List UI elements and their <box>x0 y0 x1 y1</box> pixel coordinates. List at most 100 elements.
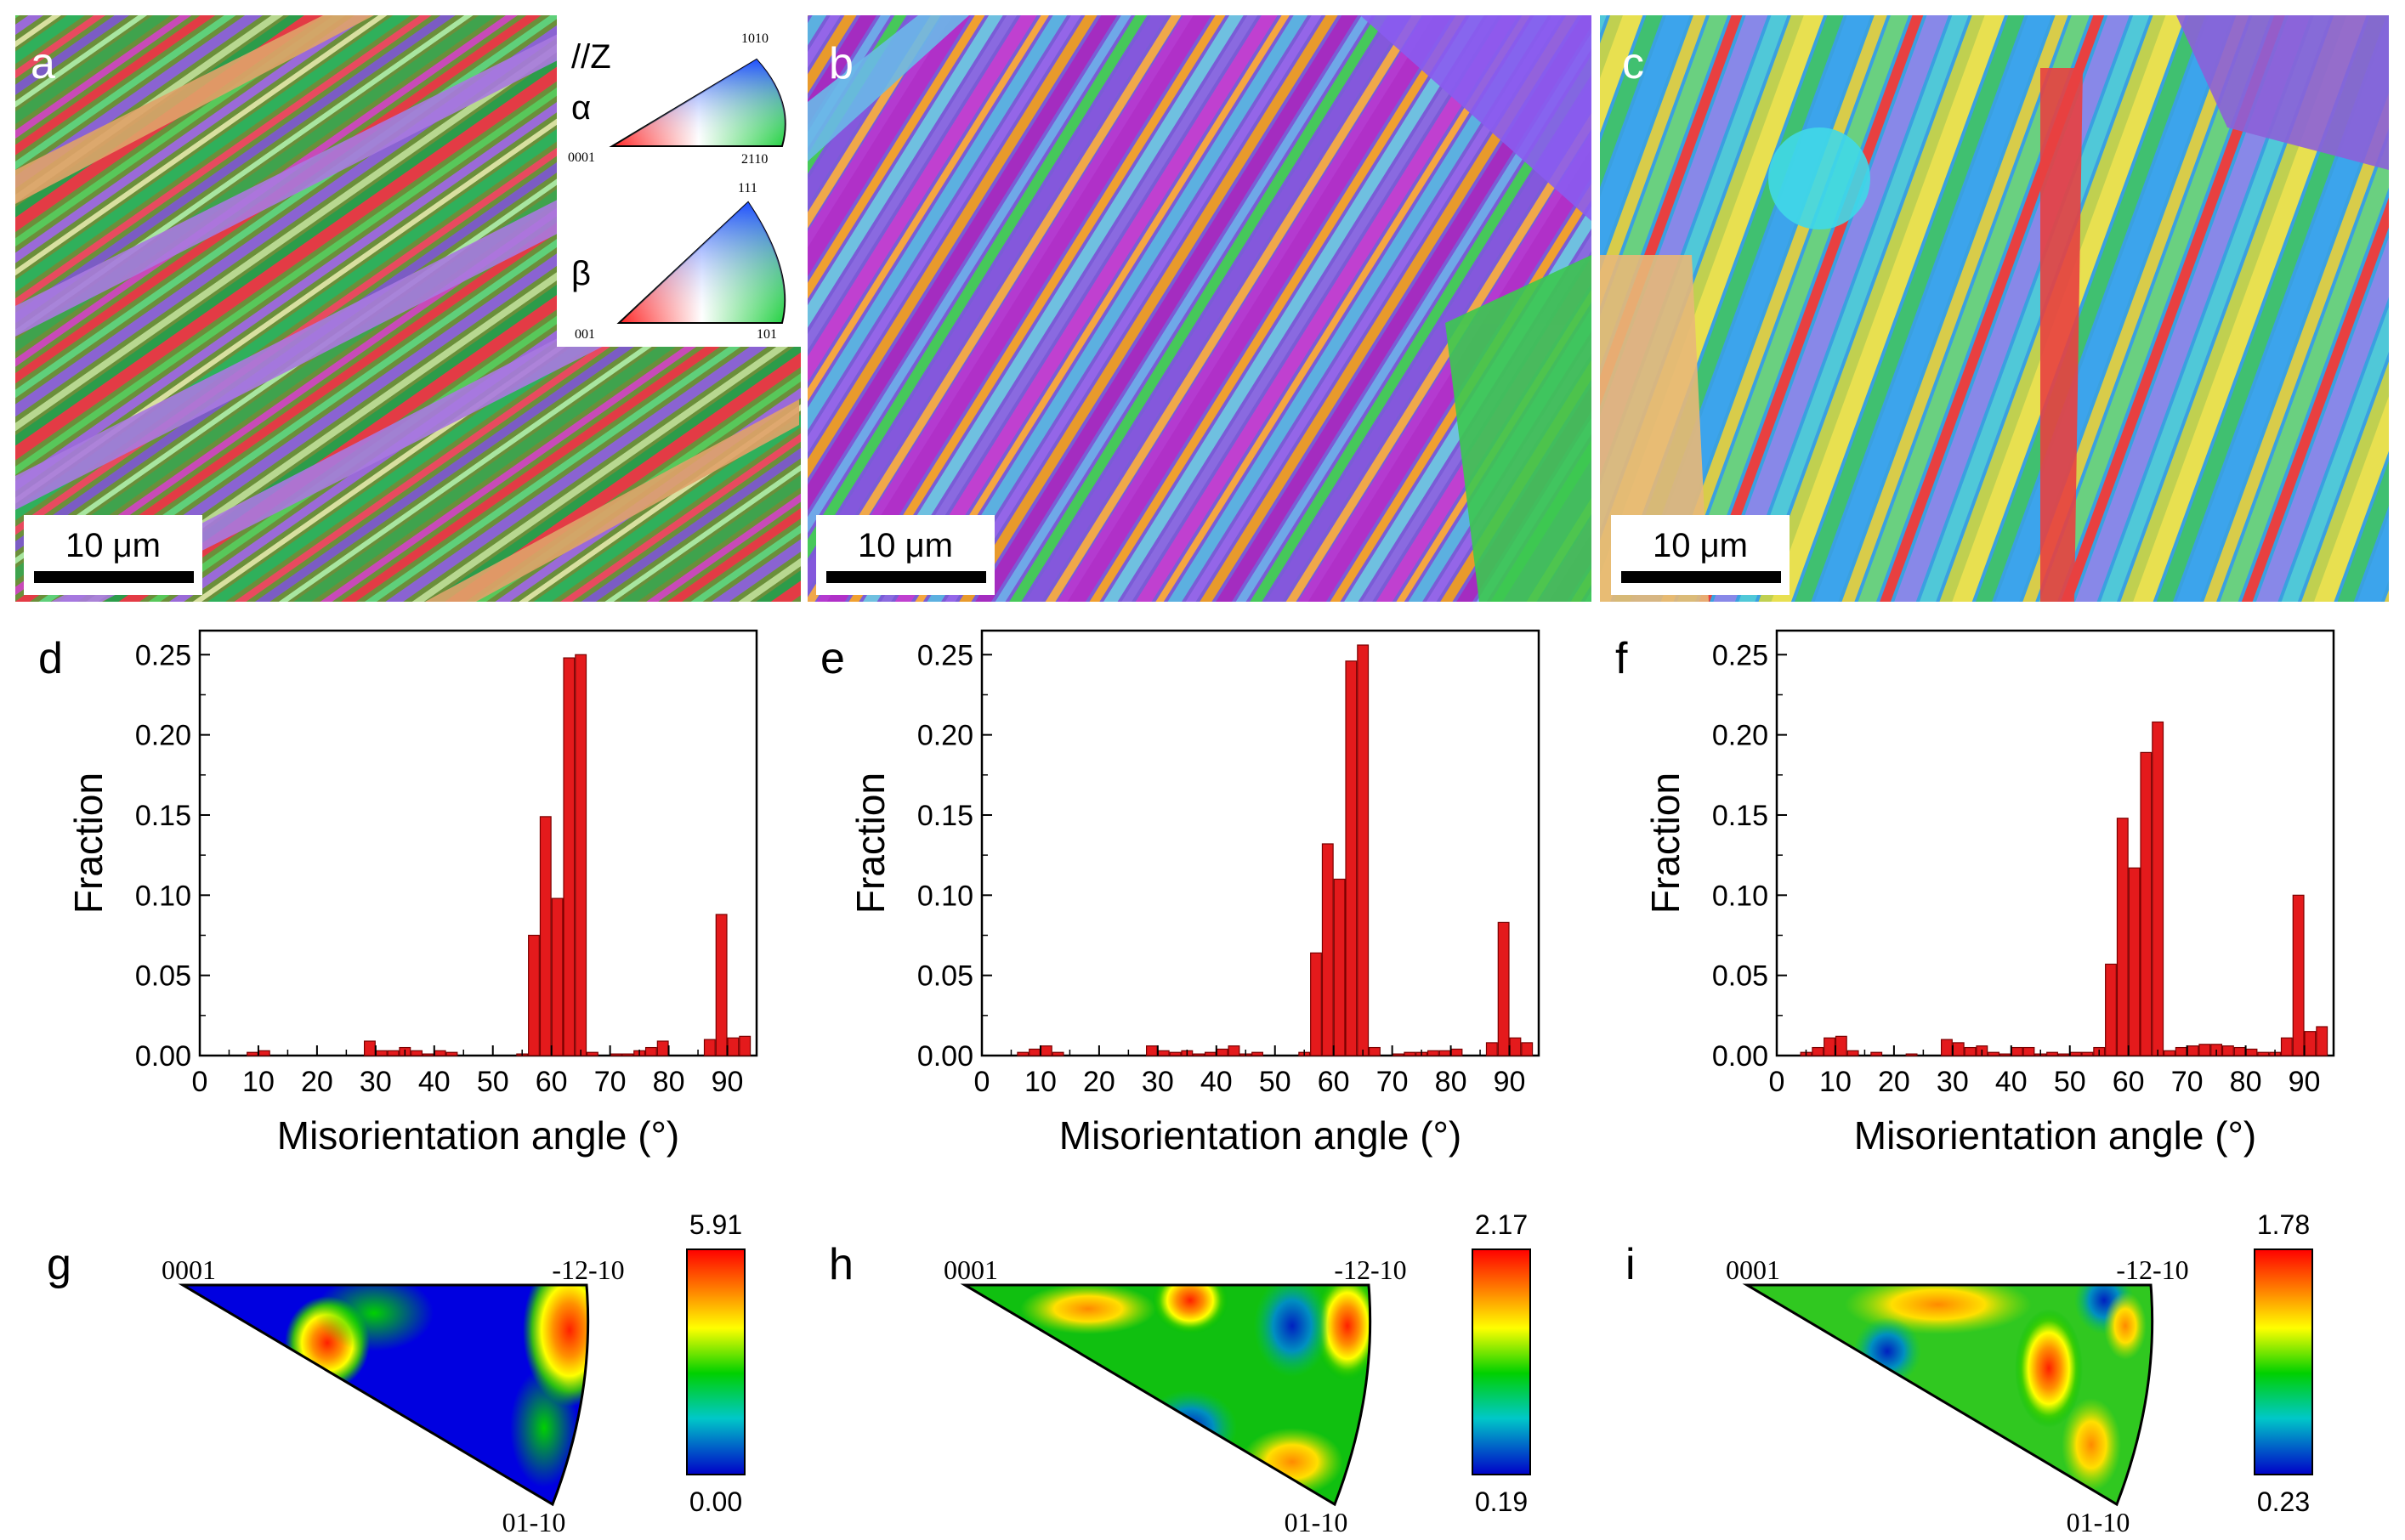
bar <box>1427 1050 1439 1056</box>
beta-label: β <box>571 255 591 292</box>
bar <box>2105 963 2117 1056</box>
bar <box>1193 1053 1205 1056</box>
y-tick-label: 0.00 <box>1712 1040 1768 1073</box>
bar <box>2140 751 2153 1056</box>
colorbar-min-g: 0.00 <box>689 1486 742 1517</box>
bar <box>2245 1048 2258 1056</box>
plot-frame <box>198 629 758 1057</box>
bar <box>1824 1037 1835 1056</box>
bar <box>2221 1045 2234 1056</box>
alpha-0001-label: 0001 <box>568 150 595 165</box>
scale-bar-c: 10 μm <box>1611 515 1790 595</box>
pole-figure-g: g 0001 -12-10 01-10 5.91 0.00 <box>47 1209 746 1537</box>
bar <box>2069 1051 2082 1056</box>
x-tick-label: 90 <box>2289 1066 2321 1098</box>
scale-bar-b: 10 μm <box>816 515 995 595</box>
bar <box>1450 1048 1463 1056</box>
panel-label-h: h <box>829 1240 854 1289</box>
bar <box>1333 878 1346 1056</box>
x-tick-label: 20 <box>1083 1066 1115 1098</box>
bar <box>445 1051 458 1056</box>
bar <box>1438 1050 1451 1056</box>
bar <box>715 914 728 1056</box>
pole-0001-label-g: 0001 <box>162 1254 216 1285</box>
bar <box>1169 1051 1182 1056</box>
y-axis-label: Fraction <box>848 773 893 914</box>
bar <box>563 657 576 1056</box>
bar <box>1029 1048 1041 1056</box>
x-tick-label: 0 <box>192 1066 208 1098</box>
panel-label-c: c <box>1622 39 1644 88</box>
bar <box>1228 1045 1240 1056</box>
x-axis-label: Misorientation angle (°) <box>1059 1113 1462 1158</box>
pole-figure-h: h 0001 -12-10 01-10 2.17 0.19 <box>829 1209 1531 1537</box>
bar <box>703 1039 716 1056</box>
scale-bar-a: 10 μm <box>24 515 202 595</box>
y-tick-label: 0.10 <box>917 880 973 912</box>
x-tick-label: 90 <box>712 1066 744 1098</box>
colorbar-min-h: 0.19 <box>1475 1486 1528 1517</box>
x-tick-label: 20 <box>301 1066 333 1098</box>
x-tick-label: 30 <box>360 1066 392 1098</box>
alpha-label: α <box>571 89 591 127</box>
alpha-triangle-overlay <box>612 59 786 146</box>
pole-1210-label-g: -12-10 <box>552 1254 624 1285</box>
colorbar-i <box>2254 1248 2313 1475</box>
ipf-axis-label: //Z <box>571 38 611 76</box>
bar <box>1052 1051 1064 1056</box>
x-tick-label: 0 <box>974 1066 990 1098</box>
beta-triangle-overlay <box>619 202 786 323</box>
colorbar-g <box>686 1248 746 1475</box>
x-tick-label: 10 <box>1819 1066 1852 1098</box>
bar <box>1835 1035 1847 1056</box>
chart-f: f 0 10 20 30 40 50 60 70 80 90 0.00 0.05 0.10 0.15 0.20… <box>1615 629 2335 1158</box>
x-tick-label: 20 <box>1878 1066 1910 1098</box>
y-tick-label: 0.05 <box>135 960 191 993</box>
bar <box>2175 1046 2187 1056</box>
panel-label-i: i <box>1625 1240 1636 1289</box>
pole-0001-label-i: 0001 <box>1726 1254 1780 1285</box>
x-tick-label: 60 <box>1318 1066 1350 1098</box>
bar <box>1952 1042 1965 1056</box>
x-tick-label: 40 <box>1200 1066 1233 1098</box>
bar <box>1321 843 1334 1056</box>
bar <box>2233 1046 2246 1056</box>
scale-label-c: 10 μm <box>1653 527 1748 564</box>
bar <box>575 654 587 1056</box>
bar <box>1521 1042 1534 1056</box>
y-tick-label: 0.10 <box>135 880 191 912</box>
plot-frame <box>980 629 1540 1057</box>
x-tick-label: 10 <box>242 1066 275 1098</box>
x-tick-label: 50 <box>477 1066 509 1098</box>
bar <box>1157 1050 1170 1056</box>
bar <box>2046 1051 2058 1056</box>
pole-0110-label-i: 01-10 <box>2067 1507 2130 1537</box>
bar <box>387 1050 400 1056</box>
y-tick-label: 0.15 <box>135 800 191 832</box>
bar <box>1204 1051 1217 1056</box>
x-tick-label: 30 <box>1937 1066 1969 1098</box>
bar <box>2304 1031 2317 1056</box>
bar <box>1040 1045 1052 1056</box>
panel-label-g: g <box>47 1240 71 1289</box>
bar <box>1999 1053 2011 1056</box>
beta-001-label: 001 <box>575 327 595 342</box>
bar <box>1812 1046 1824 1056</box>
y-tick-label: 0.20 <box>1712 720 1768 752</box>
pole-1210-label-h: -12-10 <box>1334 1254 1406 1285</box>
bar <box>621 1053 634 1056</box>
x-tick-label: 70 <box>1376 1066 1409 1098</box>
bar <box>2011 1046 2023 1056</box>
x-tick-label: 70 <box>2171 1066 2204 1098</box>
scale-label-a: 10 μm <box>65 527 161 564</box>
bar <box>422 1053 434 1056</box>
bar <box>1905 1053 1918 1056</box>
y-axis-label: Fraction <box>1643 773 1687 914</box>
x-tick-label: 30 <box>1142 1066 1174 1098</box>
bar <box>258 1050 270 1056</box>
y-axis-label: Fraction <box>66 773 111 914</box>
y-tick-label: 0.20 <box>135 720 191 752</box>
bar <box>551 897 564 1056</box>
bar <box>610 1053 622 1056</box>
